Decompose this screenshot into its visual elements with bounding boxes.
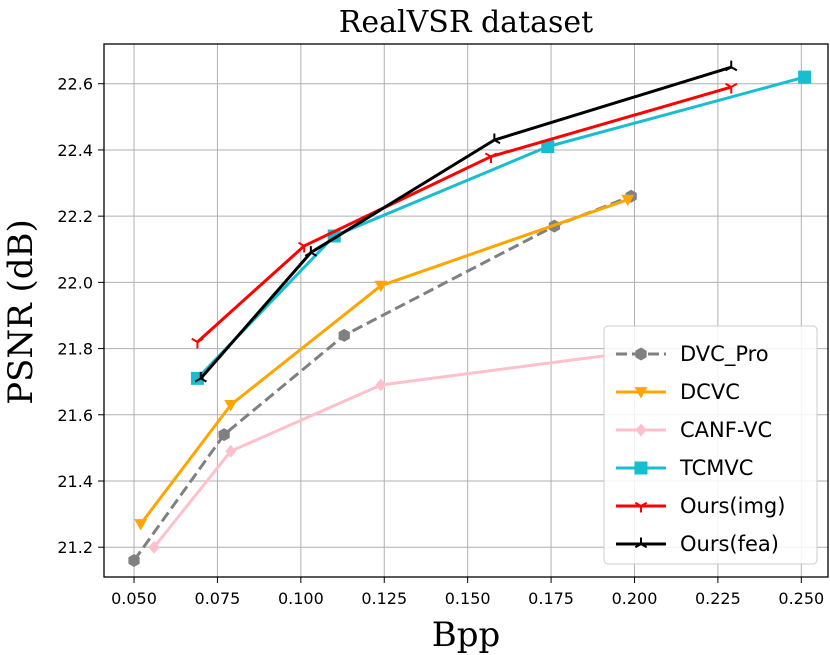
x-tick-label: 0.175 bbox=[528, 589, 574, 608]
legend-label-tcmvc: TCMVC bbox=[679, 456, 753, 480]
data-point-dvc-pro bbox=[218, 428, 230, 442]
series-line-canf-vc bbox=[152, 350, 635, 549]
y-tick-label: 21.2 bbox=[57, 538, 93, 557]
legend-marker-ours-img bbox=[634, 501, 648, 513]
legend-marker-tcmvc bbox=[634, 461, 648, 475]
legend-label-dvc-pro: DVC_Pro bbox=[680, 342, 769, 367]
legend-label-canf-vc: CANF-VC bbox=[680, 418, 772, 442]
legend-marker-dcvc bbox=[634, 387, 648, 399]
series-ours-fea bbox=[194, 60, 738, 383]
x-axis-label: Bpp bbox=[432, 615, 501, 655]
x-tick-label: 0.050 bbox=[111, 589, 157, 608]
data-point-ours-fea bbox=[304, 246, 318, 257]
data-point-ours-img bbox=[298, 241, 311, 253]
legend-label-ours-fea: Ours(fea) bbox=[680, 532, 779, 556]
legend-marker-ours-fea bbox=[634, 537, 648, 549]
y-tick-label: 21.6 bbox=[57, 406, 93, 425]
legend-label-dcvc: DCVC bbox=[680, 380, 740, 404]
y-tick-label: 22.6 bbox=[57, 75, 93, 94]
series-ours-img bbox=[191, 82, 738, 349]
data-point-ours-img bbox=[484, 152, 498, 164]
legend: DVC_Pro DCVC CANF-VC TCMVC Ours(img) Ours(fea… bbox=[603, 325, 818, 565]
x-tick-label: 0.075 bbox=[195, 589, 241, 608]
data-point-ours-img bbox=[191, 337, 204, 349]
x-tick-label: 0.150 bbox=[445, 589, 491, 608]
series-canf-vc bbox=[148, 345, 641, 554]
x-tick-label: 0.100 bbox=[278, 589, 324, 608]
y-tick-label: 22.4 bbox=[57, 141, 93, 160]
data-point-ours-fea bbox=[488, 133, 501, 145]
series-dvc-pro bbox=[128, 189, 637, 567]
chart-title: RealVSR dataset bbox=[339, 5, 593, 40]
series-line-dvc-pro bbox=[132, 194, 632, 562]
y-axis-label: PSNR (dB) bbox=[1, 219, 41, 405]
y-tick-label: 22.0 bbox=[57, 273, 93, 292]
data-point-ours-fea bbox=[194, 371, 207, 383]
y-tick-label: 22.2 bbox=[57, 207, 93, 226]
x-tick-label: 0.225 bbox=[695, 589, 741, 608]
series-line-ours-img bbox=[196, 85, 732, 344]
data-point-tcmvc bbox=[541, 140, 555, 154]
series-line-ours-fea bbox=[199, 65, 732, 380]
legend-label-ours-img: Ours(img) bbox=[680, 494, 785, 518]
legend-marker-canf-vc bbox=[635, 423, 647, 437]
data-point-canf-vc bbox=[148, 540, 160, 554]
data-point-ours-img bbox=[725, 82, 738, 94]
data-point-dvc-pro bbox=[338, 328, 350, 342]
y-tick-label: 21.4 bbox=[57, 472, 93, 491]
data-point-tcmvc bbox=[798, 70, 812, 84]
series-line-dcvc bbox=[139, 198, 629, 525]
legend-marker-dvc-pro bbox=[635, 347, 647, 361]
x-tick-label: 0.125 bbox=[361, 589, 407, 608]
series-lines bbox=[128, 60, 812, 567]
data-point-dcvc bbox=[134, 519, 148, 531]
data-point-dvc-pro bbox=[128, 553, 140, 567]
y-tick-label: 21.8 bbox=[57, 340, 93, 359]
plot-area-frame bbox=[103, 43, 829, 578]
data-point-canf-vc bbox=[375, 378, 387, 392]
x-tick-label: 0.250 bbox=[778, 589, 824, 608]
data-point-dcvc bbox=[224, 399, 238, 412]
x-tick-label: 0.200 bbox=[612, 589, 658, 608]
series-line-tcmvc bbox=[196, 75, 806, 380]
data-point-ours-fea bbox=[725, 60, 738, 72]
series-dcvc bbox=[134, 194, 635, 531]
data-point-dcvc bbox=[374, 280, 388, 293]
data-point-canf-vc bbox=[225, 444, 237, 458]
data-point-dcvc bbox=[621, 194, 635, 207]
axis-ticks: 0.050 0.075 0.100 0.125 0.150 0.175 0.200 0.225… bbox=[57, 75, 824, 608]
